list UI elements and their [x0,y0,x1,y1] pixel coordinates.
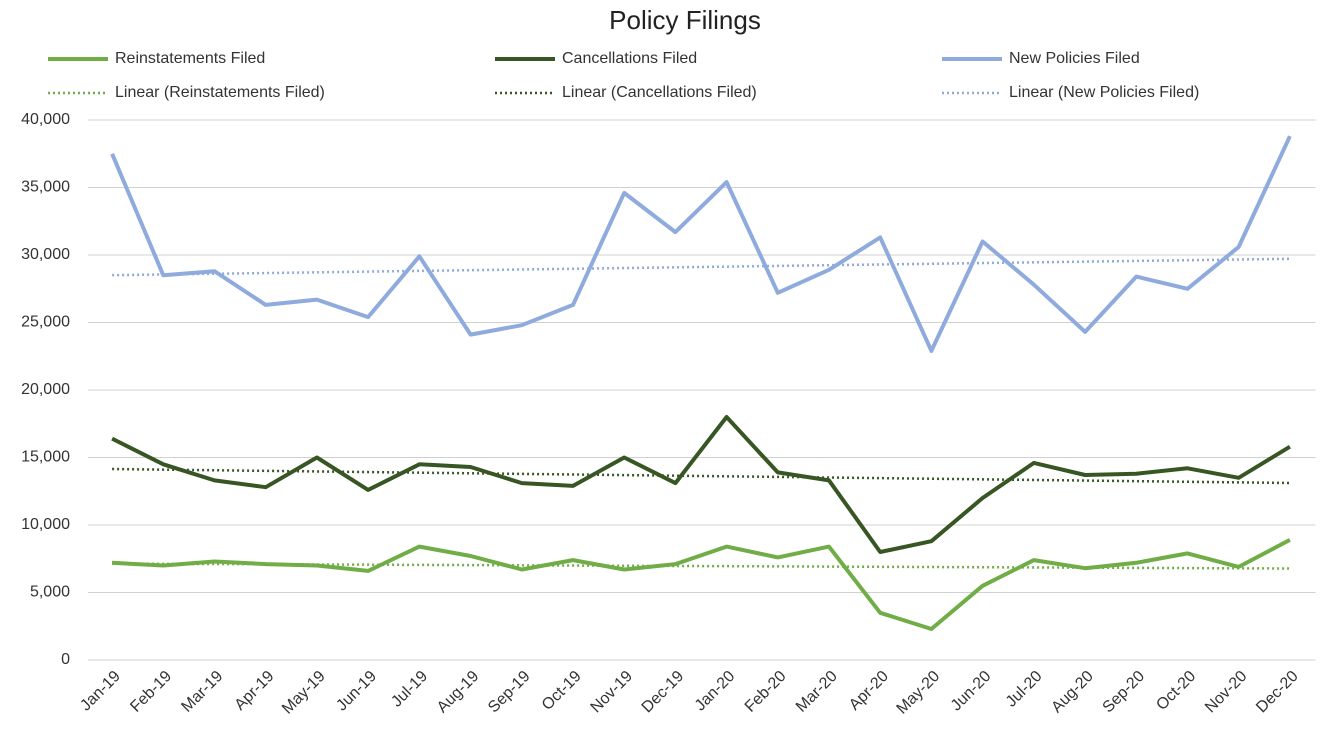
x-tick-label: Dec-19 [639,668,688,717]
legend-label: New Policies Filed [1009,50,1140,67]
legend-label: Linear (New Policies Filed) [1009,84,1199,101]
legend-label: Linear (Reinstatements Filed) [115,84,325,101]
x-tick-label: Jan-20 [692,668,739,715]
x-tick-label: Sep-19 [485,668,534,717]
x-tick-label: Oct-19 [539,668,585,714]
y-tick-label: 20,000 [21,381,70,398]
y-tick-label: 10,000 [21,516,70,533]
x-tick-label: Apr-20 [846,668,892,714]
y-tick-label: 15,000 [21,449,70,466]
x-tick-label: May-19 [279,668,329,718]
trendline [112,467,1290,485]
y-tick-label: 40,000 [21,111,70,128]
x-tick-label: Jan-19 [77,668,124,715]
x-tick-label: May-20 [893,668,943,718]
x-tick-label: Jul-19 [388,668,431,711]
x-tick-label: Oct-20 [1153,668,1199,714]
chart-title: Policy Filings [609,5,761,35]
line-series [111,538,1291,631]
x-tick-label: Aug-19 [434,668,483,717]
x-tick-label: Dec-20 [1253,668,1302,717]
x-tick-label: Feb-20 [742,668,790,716]
x-tick-label: Aug-20 [1048,668,1097,717]
x-tick-label: Jul-20 [1003,668,1046,711]
legend-label: Linear (Cancellations Filed) [562,84,757,101]
line-series [111,415,1291,554]
x-tick-label: Feb-19 [127,668,175,716]
y-tick-label: 0 [61,651,70,668]
y-tick-label: 30,000 [21,246,70,263]
y-tick-label: 25,000 [21,314,70,331]
x-tick-label: Jun-20 [948,668,995,715]
x-tick-label: Apr-19 [232,668,278,714]
y-tick-label: 5,000 [30,584,70,601]
x-tick-label: Mar-19 [178,668,226,716]
y-tick-label: 35,000 [21,179,70,196]
x-tick-label: Jun-19 [333,668,380,715]
line-series [110,135,1292,353]
legend-label: Reinstatements Filed [115,50,265,67]
legend-label: Cancellations Filed [562,50,697,67]
x-tick-label: Nov-20 [1202,668,1251,717]
x-tick-label: Nov-19 [588,668,637,717]
x-tick-label: Sep-20 [1100,668,1149,717]
trendline [112,257,1290,277]
x-tick-label: Mar-20 [793,668,841,716]
